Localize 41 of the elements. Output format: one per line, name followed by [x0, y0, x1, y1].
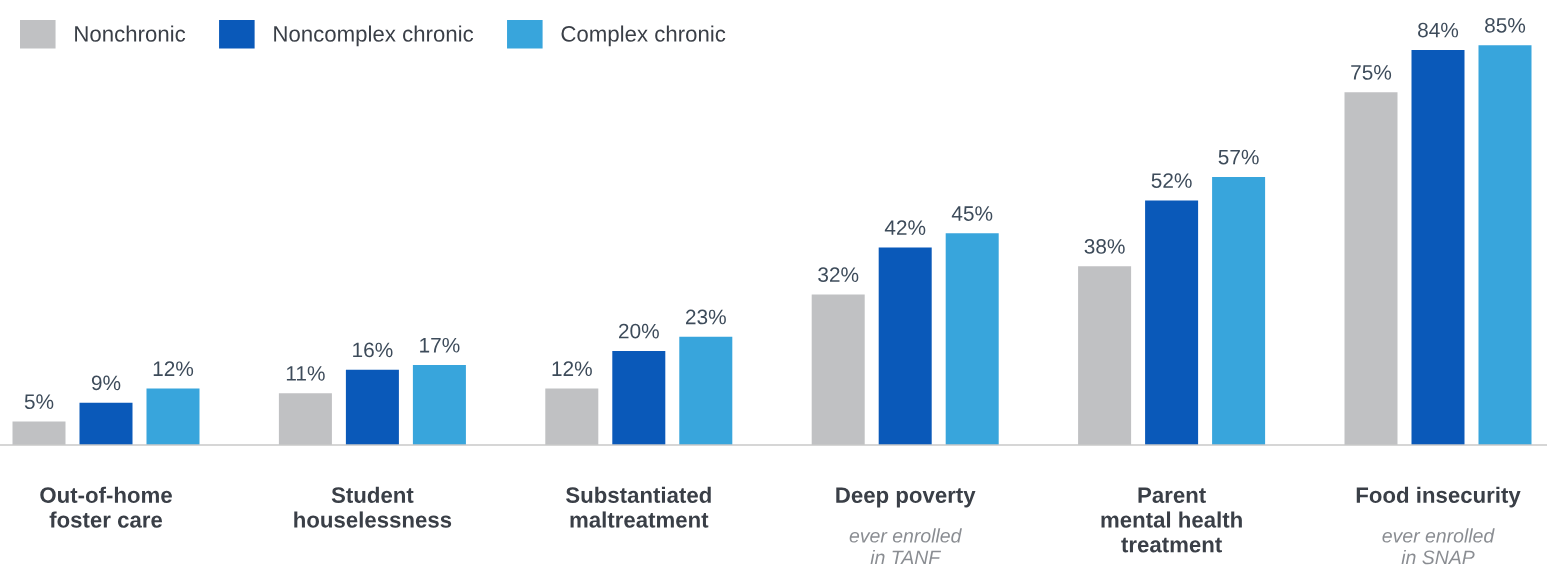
bar	[878, 247, 932, 445]
x-tick-label: Student houselessness	[294, 486, 452, 528]
data-label: 12%	[552, 361, 592, 377]
x-tick-label: Deep poverty	[836, 487, 976, 508]
data-label: 85%	[1485, 17, 1526, 33]
bar	[412, 365, 466, 445]
data-label: 75%	[1351, 65, 1392, 80]
data-label: 9%	[91, 375, 121, 391]
data-label: 17%	[420, 337, 460, 353]
data-label: 20%	[619, 323, 659, 339]
bar	[1411, 49, 1465, 445]
legend-label: Complex chronic	[561, 25, 726, 47]
x-tick-label: Out-of-home foster care	[40, 486, 172, 528]
bar	[1478, 45, 1532, 445]
bar	[146, 388, 200, 445]
bar	[612, 350, 666, 445]
data-label: 38%	[1084, 239, 1125, 254]
data-label: 16%	[353, 342, 393, 358]
data-label: 45%	[951, 206, 993, 221]
text: ever enrolled in SNAP	[1382, 528, 1495, 565]
data-label: 23%	[686, 309, 726, 325]
x-tick-label: Substantiated maltreatment	[565, 486, 711, 528]
bar	[79, 402, 133, 445]
data-label: 57%	[1218, 149, 1259, 165]
x-tick-label: Food insecurity	[1356, 486, 1521, 508]
data-label: 32%	[818, 267, 859, 283]
legend-label: Noncomplex chronic	[274, 25, 474, 47]
data-label: 12%	[153, 361, 194, 377]
data-label: 52%	[1151, 173, 1192, 188]
bar	[345, 369, 399, 445]
bar	[945, 233, 999, 445]
bar	[1212, 176, 1266, 445]
bar	[1145, 200, 1199, 445]
data-label: 42%	[884, 220, 926, 235]
data-label: 84%	[1418, 22, 1459, 38]
data-label: 11%	[286, 366, 325, 381]
data-label: 5%	[24, 394, 54, 410]
x-tick-label: Parent mental health treatment	[1101, 487, 1242, 553]
legend-label: Nonchronic	[75, 25, 186, 42]
bar	[679, 336, 733, 445]
text: ever enrolled in TANF	[849, 528, 962, 565]
